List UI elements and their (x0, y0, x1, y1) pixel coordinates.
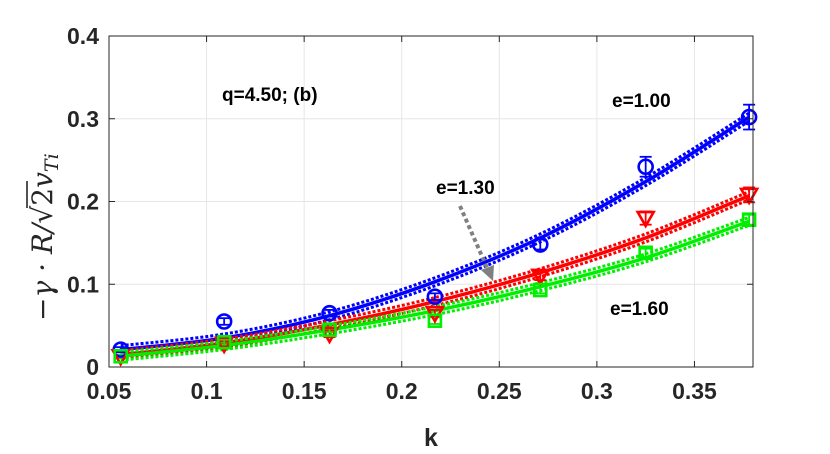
data-point (531, 236, 549, 253)
annotation-e100: e=1.00 (612, 91, 671, 112)
x-axis-label: k (424, 424, 438, 452)
x-tick-label: 0.1 (191, 378, 223, 404)
y-tick-label: 0.3 (67, 106, 99, 132)
data-point (216, 334, 232, 350)
data-point (530, 268, 551, 287)
x-tick-label: 0.25 (477, 378, 522, 404)
y-tick-label: 0.1 (67, 271, 99, 297)
annotation-e130: e=1.30 (436, 178, 495, 199)
data-point (113, 348, 129, 364)
data-point (213, 336, 235, 355)
y-label-lead: −γ · R/ (26, 221, 59, 321)
y-label-v: v (26, 172, 59, 188)
x-ticks: 0.05 0.1 0.15 0.2 0.25 0.3 0.35 (87, 36, 717, 404)
x-tick-label: 0.2 (386, 378, 418, 404)
data-point (215, 313, 233, 330)
data-point (426, 288, 444, 305)
data-point (741, 212, 757, 228)
x-tick-label: 0.35 (672, 378, 717, 404)
y-ticks: 0 0.1 0.2 0.3 0.4 (67, 23, 753, 380)
y-tick-label: 0.4 (67, 23, 99, 49)
data-point (740, 108, 758, 126)
svg-text:−γ · R/√2vTi: −γ · R/√2vTi (26, 153, 63, 321)
data-markers (110, 108, 760, 367)
data-point (322, 322, 337, 338)
y-tick-label: 0.2 (67, 189, 99, 215)
data-point (427, 313, 443, 328)
y-label-two: 2 (26, 188, 59, 206)
x-tick-label: 0.15 (282, 378, 327, 404)
y-label-sub: Ti (41, 153, 63, 172)
annotation-arrow (458, 205, 494, 281)
panel-label: q=4.50; (b) (222, 85, 318, 106)
y-axis-label: −γ · R/√2vTi (26, 153, 63, 321)
data-point (532, 282, 548, 298)
annotation-e160: e=1.60 (610, 299, 669, 320)
x-tick-label: 0.05 (87, 378, 132, 404)
data-point (321, 304, 338, 322)
data-point (638, 245, 653, 261)
data-point (635, 210, 656, 229)
data-point (637, 158, 654, 176)
fit-band-lower (120, 119, 750, 356)
y-tick-label: 0 (86, 354, 99, 380)
y-label-root: √ (26, 206, 59, 224)
x-tick-label: 0.3 (581, 378, 613, 404)
